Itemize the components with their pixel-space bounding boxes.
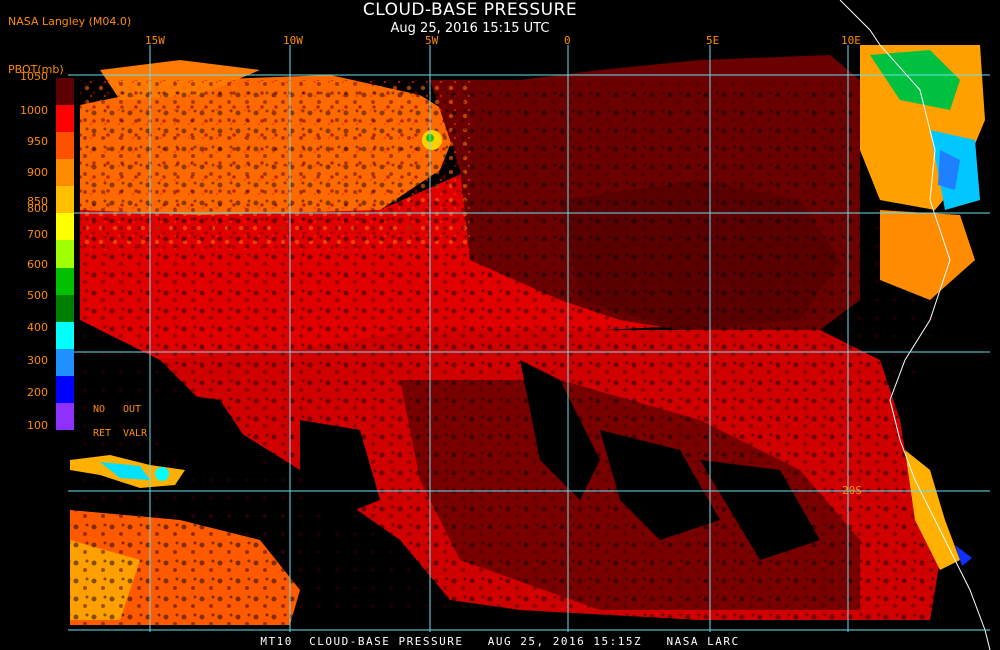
footer-caption: MT10 CLOUD-BASE PRESSURE AUG 25, 2016 15… xyxy=(260,635,740,648)
legend-note-ret: RET xyxy=(93,428,112,439)
legend-tick: 400 xyxy=(27,321,48,334)
color-scale-segment xyxy=(56,402,74,430)
legend-tick: 1050 xyxy=(20,70,48,83)
graticule xyxy=(68,45,990,632)
color-scale-segment xyxy=(56,321,74,349)
legend-tick: 950 xyxy=(27,135,48,148)
color-scale-segment xyxy=(56,294,74,322)
lat-label-20s: 20S xyxy=(842,484,862,497)
lon-label-10e: 10E xyxy=(841,34,861,47)
legend-tick: 900 xyxy=(27,166,48,179)
color-scale-segment xyxy=(56,213,74,241)
color-scale-segment xyxy=(56,78,74,106)
lon-label-5w: 5W xyxy=(425,34,439,47)
legend-note-no: NO xyxy=(93,404,106,415)
legend-note-valr: VALR xyxy=(123,428,148,439)
legend-tick: 100 xyxy=(27,419,48,432)
page-title: CLOUD-BASE PRESSURE xyxy=(362,0,578,20)
color-scale-segment xyxy=(56,375,74,403)
legend-title: PBOT(mb) xyxy=(8,63,64,76)
legend-tick: 700 xyxy=(27,228,48,241)
color-scale-segment xyxy=(56,132,74,160)
legend-tick: 600 xyxy=(27,258,48,271)
timestamp: Aug 25, 2016 15:15 UTC xyxy=(390,21,550,36)
legend-tick: 850 xyxy=(27,195,48,208)
producer-label: NASA Langley (M04.0) xyxy=(8,15,132,28)
legend-tick: 1000 xyxy=(20,104,48,117)
lon-label-15w: 15W xyxy=(145,34,165,47)
legend-tick: 500 xyxy=(27,289,48,302)
color-scale-segment xyxy=(56,159,74,187)
color-scale-segment xyxy=(56,240,74,268)
color-scale-segment xyxy=(56,348,74,376)
cloud-field xyxy=(70,0,1000,650)
lon-label-10w: 10W xyxy=(283,34,303,47)
legend-tick: 300 xyxy=(27,354,48,367)
legend-note-out: OUT xyxy=(123,404,142,415)
lon-label-0: 0 xyxy=(564,34,571,47)
color-scale-segment xyxy=(56,267,74,295)
lon-label-5e: 5E xyxy=(706,34,720,47)
color-scale-bar xyxy=(56,78,74,430)
legend-tick: 200 xyxy=(27,386,48,399)
color-scale-segment xyxy=(56,105,74,133)
color-scale-segment xyxy=(56,186,74,214)
legend-tick: 800 xyxy=(27,202,48,215)
